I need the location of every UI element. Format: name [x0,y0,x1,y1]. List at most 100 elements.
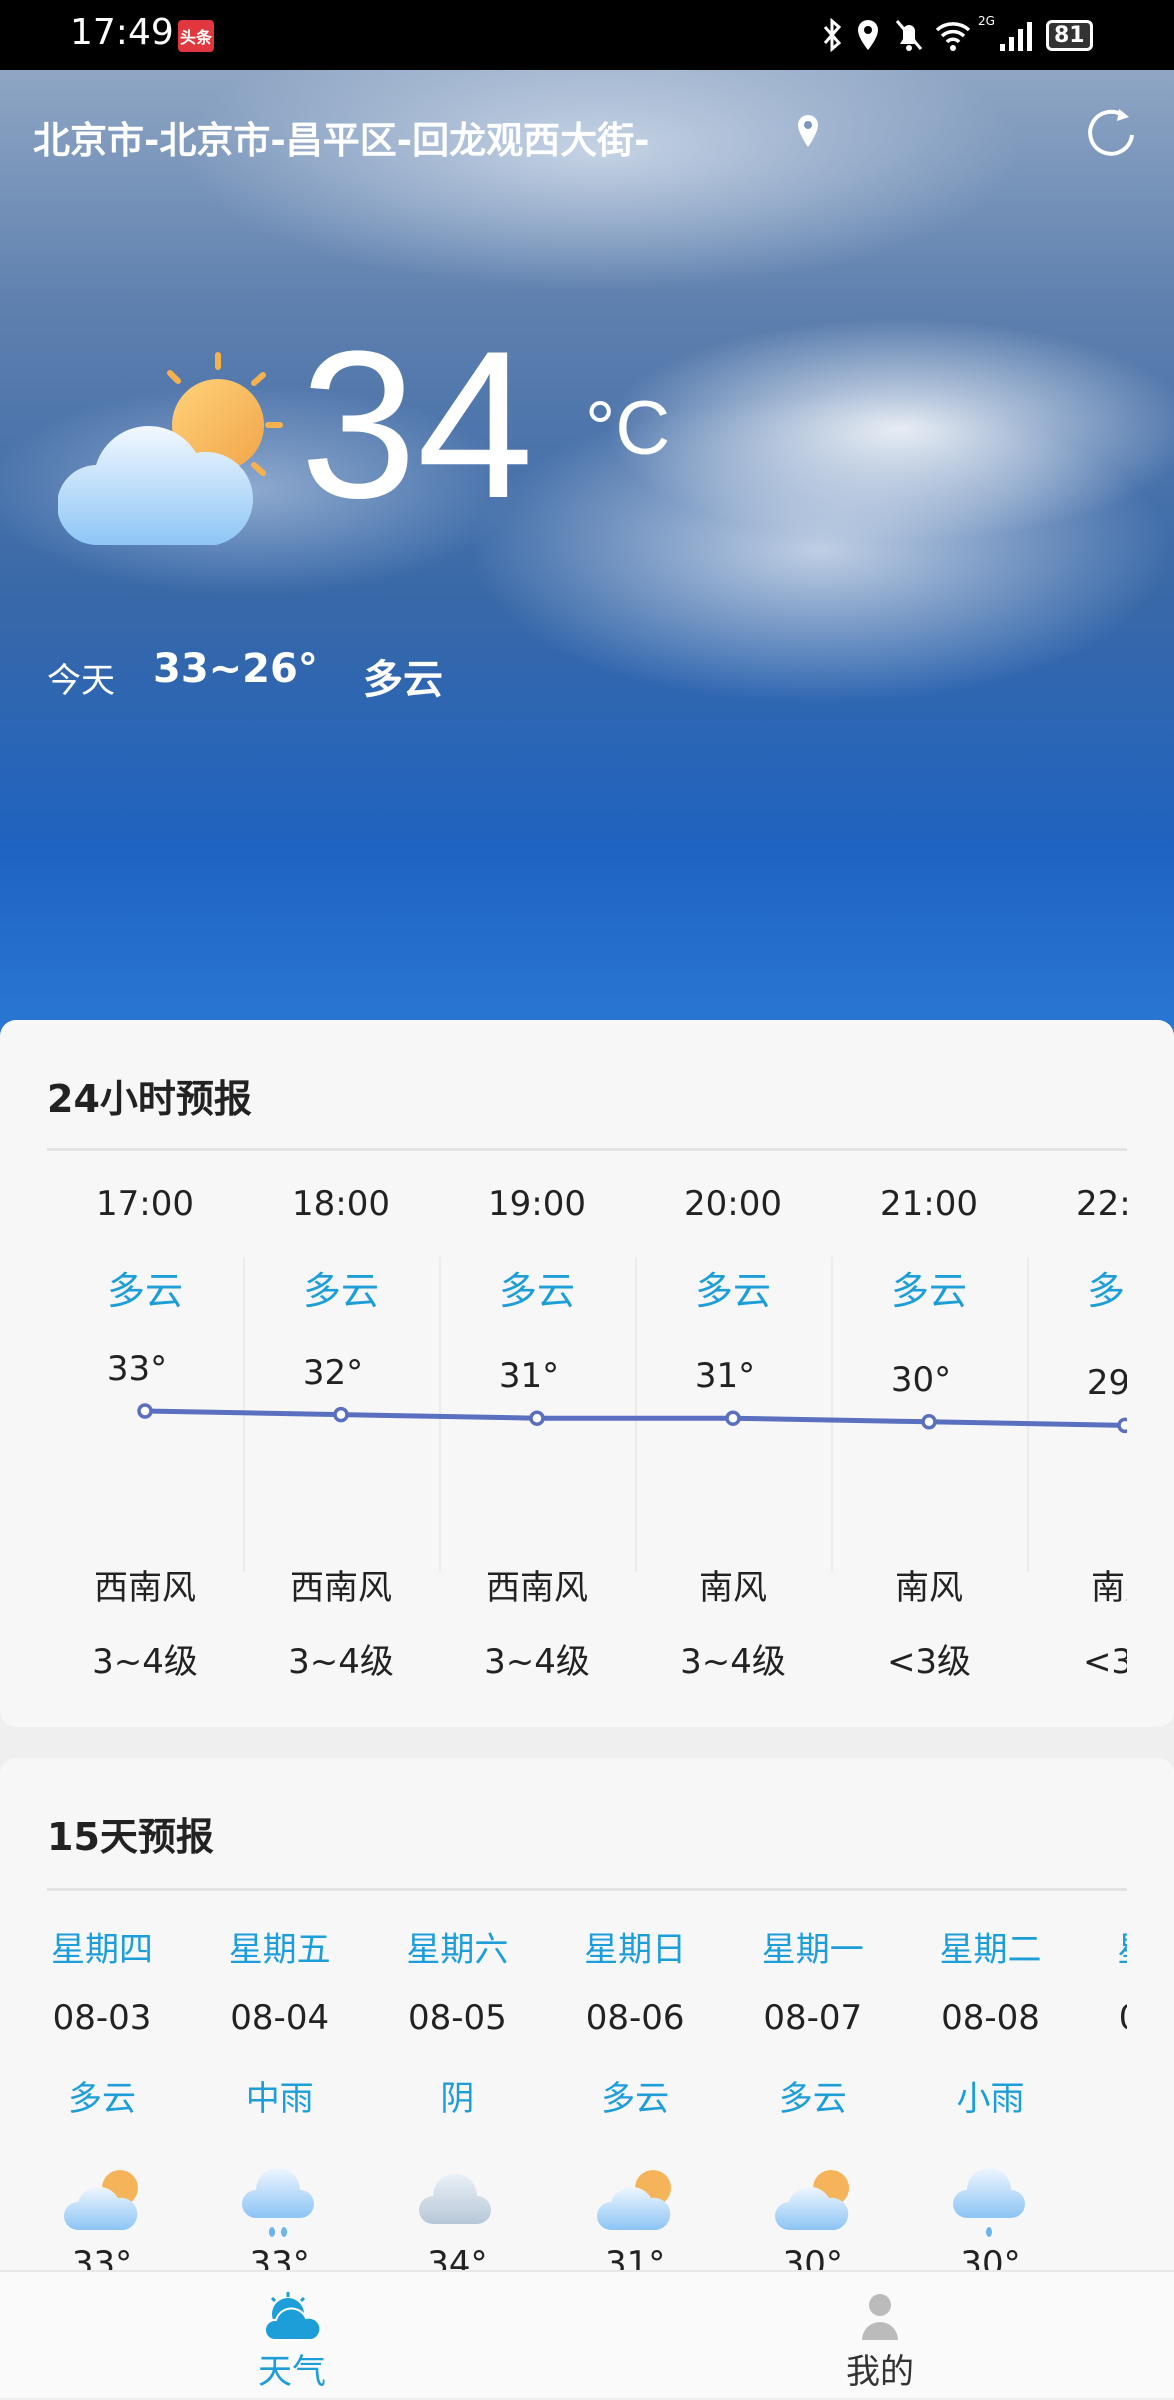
hourly-title: 24小时预报 [47,1077,252,1121]
hour-time: 18:00 [292,1184,390,1224]
hour-weather: 多云 [498,1269,575,1313]
column-divider [1027,1257,1029,1572]
temperature-point [529,1410,545,1426]
day-temp: 31° [604,2244,666,2270]
day-weather: 阴 [440,2079,475,2119]
hour-temp-label: 31° [694,1356,756,1397]
day-date: 08-07 [763,1998,863,2038]
current-weather-panel [0,70,1174,1040]
partly-cloudy-icon [774,2170,849,2230]
hourly-forecast-card [0,1020,1174,1727]
temperature-point [137,1403,153,1419]
temperature-point [725,1410,741,1426]
divider [47,1148,1127,1151]
hour-wind: 南风 [699,1568,767,1608]
hour-wind-level: 3~4级 [92,1642,198,1682]
day-weekday: 星期二 [939,1930,1042,1970]
daily-scroller[interactable]: 星期四 08-03 多云 33° 星期五 08-04 中雨 33° 星期六 08-0… [0,0,1127,2270]
hour-time: 17:00 [96,1184,194,1224]
hour-wind: 南风 [1091,1568,1127,1608]
nav-label: 我的 [846,2352,914,2392]
day-weather: 中雨 [245,2079,314,2119]
nav-item-mine[interactable]: 我的 [800,2272,960,2400]
day-temp: 33° [71,2244,133,2270]
day-weekday: 星期四 [51,1930,153,1970]
hour-time: 22:00 [1076,1184,1127,1224]
light-rain-icon [952,2168,1025,2237]
day-weekday: 星期五 [228,1930,331,1970]
divider [47,1888,1127,1891]
battery-icon: 81 [1046,20,1093,51]
today-condition: 多云 [363,657,443,703]
day-temp: 34° [427,2244,488,2270]
nav-label: 天气 [258,2352,326,2392]
today-range: 33~26° [153,646,318,692]
day-date: 08-05 [407,1998,507,2038]
temperature-point [1117,1417,1127,1434]
day-weather: 多云 [68,2079,136,2119]
hourly-scroller[interactable]: 17:00 多云 33° 西南风 3~4级 18:00 多云 32° 西南风 3~… [0,0,1127,1727]
day-temp: 30° [960,2244,1021,2270]
hour-wind-level: 3~4级 [680,1642,786,1682]
temperature-point [333,1406,349,1423]
temperature-line-chart [137,1403,1127,1434]
hour-wind: 西南风 [486,1568,588,1608]
column-divider [831,1257,833,1572]
hour-wind-level: <3级 [886,1642,972,1682]
day-date: 08-09 [1085,1998,1127,2038]
day-weather: 小雨 [956,2079,1025,2119]
hour-weather: 多云 [106,1269,183,1313]
signal-icon [1000,22,1032,51]
day-weather: 多云 [778,2079,847,2119]
day-weekday: 星期三 [1085,1922,1127,1971]
nav-item-weather[interactable]: 天气 [212,2272,372,2400]
day-date: 08-03 [52,1998,152,2038]
overcast-icon [419,2174,492,2224]
location-label[interactable]: 北京市-北京市-昌平区-回龙观西大街- [33,119,650,162]
hour-wind: 西南风 [94,1568,196,1608]
weather-icon [264,2292,322,2341]
hour-wind-level: <3级 [1082,1642,1127,1682]
day-weather: 多云 [601,2079,670,2119]
partly-cloudy-icon [64,2170,138,2230]
status-time: 17:49 [70,12,174,53]
today-label: 今天 [47,661,115,701]
temperature-unit: °C [585,386,671,471]
bluetooth-icon [823,18,842,52]
user-icon [862,2294,898,2340]
temperature-point [921,1414,937,1430]
hour-time: 21:00 [880,1184,978,1224]
day-date: 08-06 [585,1998,685,2038]
bottom-nav: 天气 我的 [0,2270,1174,2398]
hour-temp-label: 33° [106,1349,168,1389]
wifi-icon [935,22,971,51]
hour-wind: 南风 [895,1568,963,1608]
hour-time: 19:00 [488,1184,586,1224]
current-temperature: 34 [300,307,534,542]
day-date: 08-04 [230,1998,330,2038]
hour-wind-level: 3~4级 [288,1642,394,1682]
day-weekday: 星期六 [406,1930,509,1970]
hour-weather: 多云 [1086,1269,1127,1313]
day-weekday: 星期日 [584,1930,687,1970]
toutiao-badge-icon: 头条 [178,20,215,52]
day-temp: 33° [249,2244,310,2270]
refresh-icon[interactable] [1085,105,1139,159]
hour-weather: 多云 [694,1269,771,1313]
hour-weather: 多云 [302,1269,379,1313]
daily-title: 15天预报 [47,1815,214,1859]
hour-wind-level: 3~4级 [484,1642,590,1682]
hour-weather: 多云 [890,1269,967,1313]
map-pin-icon[interactable] [795,113,821,149]
network-type: 2G [978,14,995,28]
hour-temp-label: 31° [498,1356,560,1397]
mute-icon [895,20,923,51]
location-icon [858,20,878,50]
status-bar: 17:49 头条 2G 81 [0,0,1174,70]
hour-temp-label: 30° [890,1359,952,1400]
rain-icon [241,2168,314,2237]
hour-temp-label: 29° [1086,1363,1127,1404]
hour-time: 20:00 [684,1184,782,1224]
partly-cloudy-icon [58,352,283,546]
hour-wind: 西南风 [290,1568,392,1608]
